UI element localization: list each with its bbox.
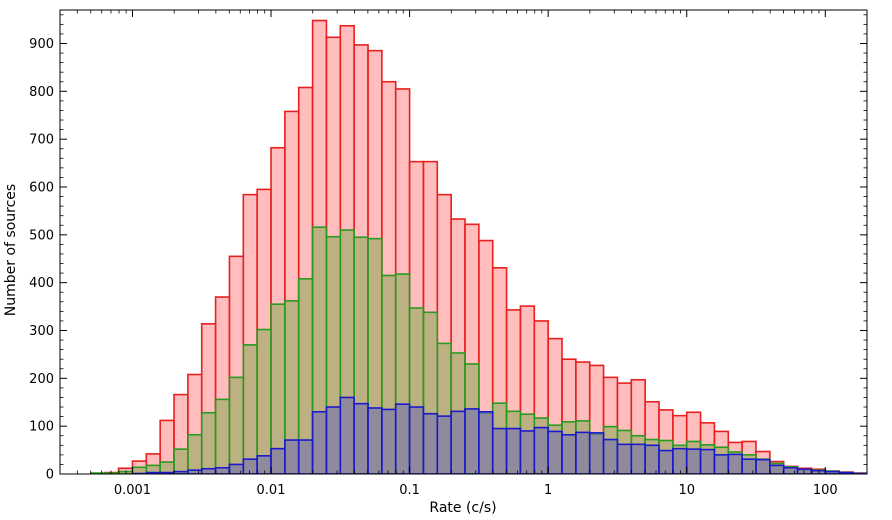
bar-series2-bin7 <box>187 469 203 474</box>
bar-series2-bin29 <box>491 427 508 474</box>
bar-series2-bin47 <box>741 458 757 474</box>
bar-series2-bin37 <box>602 438 619 474</box>
bar-series2-bin39 <box>630 443 646 474</box>
bar-series2-bin35 <box>575 431 591 474</box>
bar-series2-bin36 <box>588 432 605 474</box>
bar-series1-bin11 <box>242 344 258 474</box>
bar-series2-bin38 <box>616 443 633 474</box>
bar-series2-bin17 <box>325 406 342 474</box>
bar-series2-bin24 <box>422 412 439 474</box>
bar-series2-bin11 <box>242 458 258 474</box>
bar-series2-bin8 <box>200 467 217 474</box>
bar-series1-bin10 <box>228 376 245 474</box>
x-tick-label-2: 0.1 <box>399 483 420 498</box>
bar-series2-bin16 <box>311 411 328 474</box>
bar-series2-bin51 <box>796 468 813 474</box>
bar-series2-bin32 <box>533 426 549 474</box>
x-tick-label-0: 0.001 <box>114 483 151 498</box>
bar-series2-bin15 <box>297 439 314 474</box>
bar-series2-bin46 <box>727 453 743 474</box>
y-tick-label-4: 400 <box>29 276 54 291</box>
bar-series2-bin26 <box>450 410 466 474</box>
bar-series2-bin33 <box>547 430 563 474</box>
y-tick-label-5: 500 <box>29 228 54 243</box>
bar-series2-bin49 <box>769 464 785 474</box>
bar-series2-bin48 <box>755 458 771 474</box>
y-tick-label-6: 600 <box>29 180 54 195</box>
bar-series2-bin14 <box>284 439 300 474</box>
bar-series1-bin7 <box>187 433 203 474</box>
y-tick-label-1: 100 <box>29 420 54 435</box>
axes-layer: 0.001 0.01 0.1 1 10 100 0 100 200 300 400 500 600 700… <box>29 9 868 498</box>
bar-series2-bin50 <box>782 466 799 474</box>
y-tick-label-0: 0 <box>46 468 54 483</box>
series-2 <box>131 396 867 474</box>
bar-series2-bin45 <box>713 454 730 474</box>
bar-series1-bin6 <box>173 448 189 474</box>
bars-layer <box>90 19 867 474</box>
x-axis-label: Rate (c/s) <box>429 500 496 516</box>
bar-series2-bin43 <box>685 448 702 474</box>
bar-series2-bin28 <box>478 411 494 474</box>
bar-series2-bin13 <box>270 447 286 474</box>
bar-series2-bin31 <box>519 430 536 474</box>
bar-series2-bin19 <box>353 402 369 474</box>
bar-series2-bin12 <box>256 455 272 474</box>
y-tick-label-8: 800 <box>29 85 54 100</box>
bar-series2-bin41 <box>658 449 674 474</box>
bar-series2-bin10 <box>228 463 245 474</box>
bar-series2-bin21 <box>381 408 397 474</box>
bar-series2-bin27 <box>464 408 480 474</box>
y-tick-label-9: 900 <box>29 37 54 52</box>
bar-series2-bin34 <box>561 433 577 474</box>
y-axis-label: Number of sources <box>3 184 19 316</box>
bar-series2-bin20 <box>367 407 383 474</box>
bar-series1-bin9 <box>214 398 231 474</box>
y-tick-label-3: 300 <box>29 324 54 339</box>
bar-series2-bin25 <box>436 415 452 474</box>
x-tick-label-5: 100 <box>813 483 838 498</box>
bar-series2-bin23 <box>408 406 425 474</box>
bar-series2-bin42 <box>672 447 688 474</box>
x-tick-label-3: 1 <box>544 483 552 498</box>
y-tick-label-7: 700 <box>29 133 54 148</box>
bar-series2-bin22 <box>394 403 411 474</box>
x-tick-label-1: 0.01 <box>257 483 286 498</box>
bar-series1-bin12 <box>256 328 272 474</box>
x-tick-label-4: 10 <box>678 483 695 498</box>
bar-series2-bin40 <box>644 444 660 474</box>
bar-series2-bin44 <box>699 448 716 474</box>
bar-series2-bin18 <box>339 396 355 474</box>
plot-frame <box>59 9 868 475</box>
bar-series1-bin8 <box>200 411 217 474</box>
y-tick-label-2: 200 <box>29 372 54 387</box>
bar-series2-bin30 <box>505 427 522 474</box>
bar-series2-bin9 <box>214 466 231 474</box>
bar-series2-bin52 <box>810 469 827 474</box>
